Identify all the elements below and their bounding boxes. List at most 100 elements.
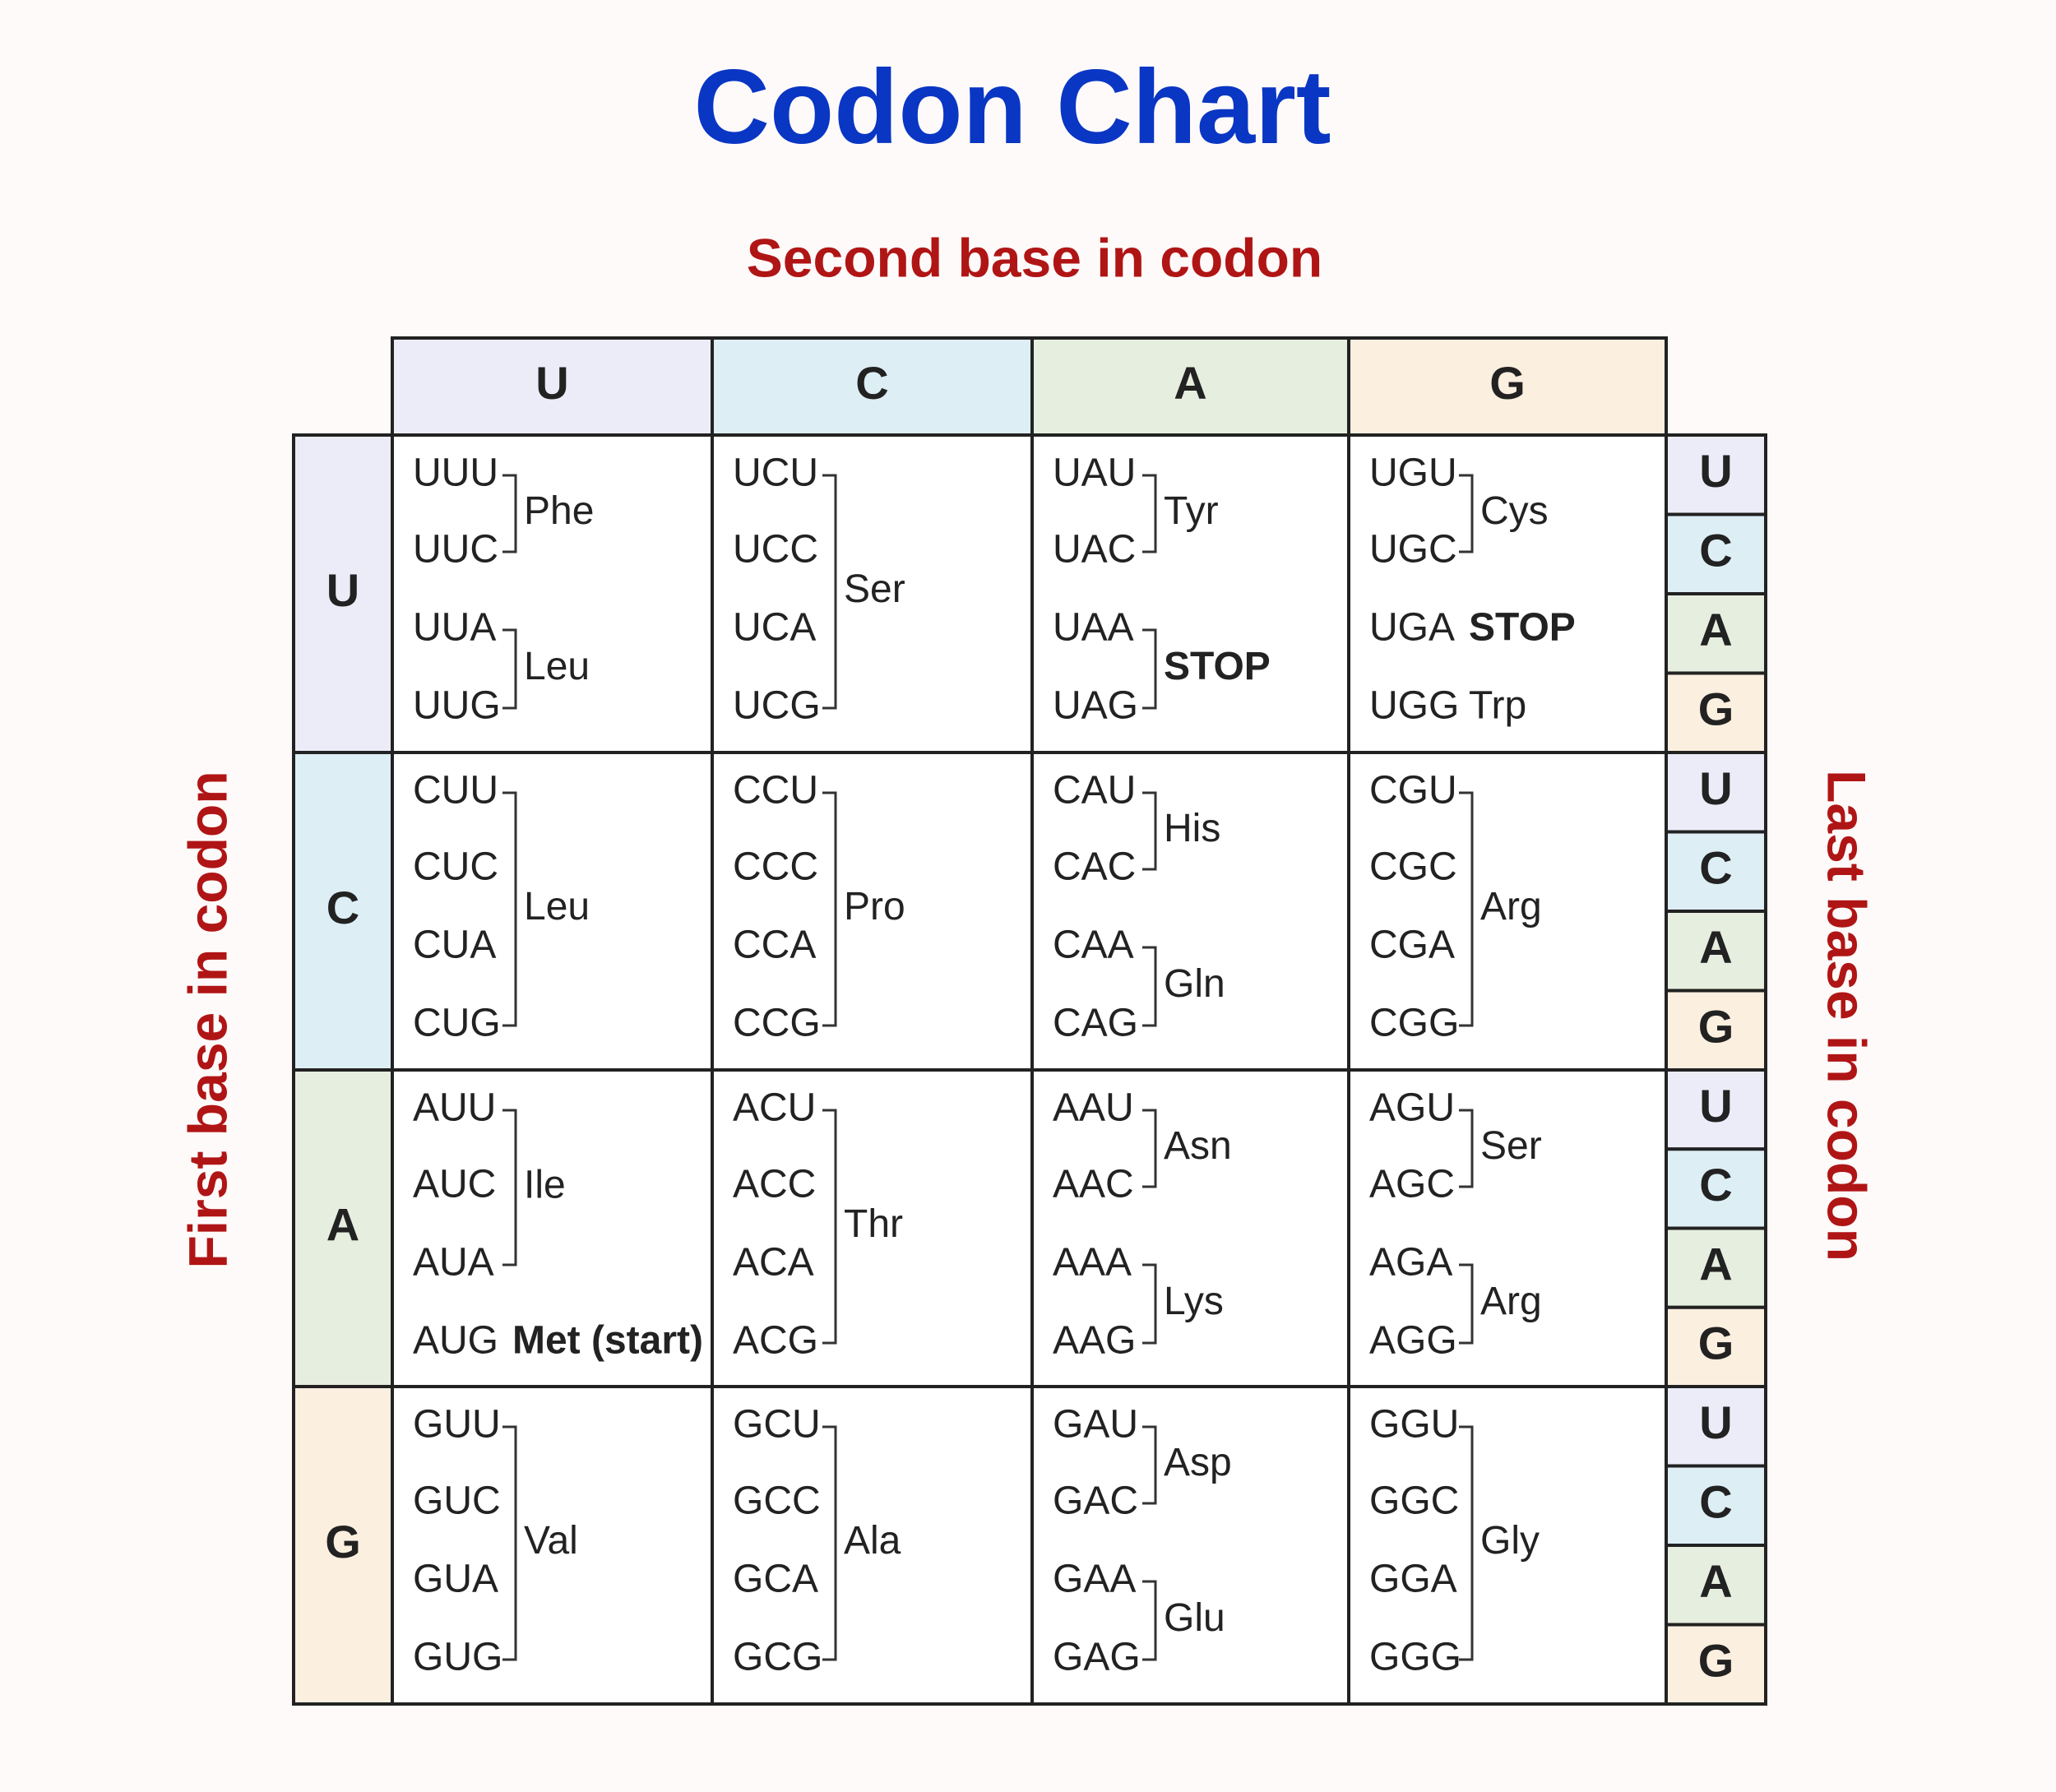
codon: GCU [733, 1403, 821, 1447]
second-base-label: Second base in codon [747, 227, 1322, 288]
amino-acid: Cys [1480, 489, 1549, 533]
bracket [502, 1425, 517, 1661]
column-header: C [855, 357, 888, 409]
codon: CUG [413, 1002, 501, 1045]
codon: UCU [733, 451, 818, 495]
codon: CCG [733, 1002, 821, 1045]
codon-cell [391, 1385, 714, 1706]
third-base: U [1699, 1080, 1732, 1132]
codon-cell [1030, 751, 1350, 1072]
column-header: A [1174, 357, 1206, 409]
amino-acid: Ser [844, 567, 905, 611]
third-base-cell [1665, 1068, 1767, 1151]
codon: AAU [1053, 1086, 1134, 1130]
bracket [1459, 1263, 1474, 1345]
codon: GUG [413, 1636, 502, 1679]
codon: GUC [413, 1479, 501, 1523]
codon: AAG [1053, 1319, 1136, 1363]
codon: AUU [413, 1086, 496, 1130]
amino-acid: Lys [1164, 1280, 1224, 1323]
bracket [1459, 791, 1474, 1027]
third-base: C [1699, 1476, 1732, 1528]
codon: AAA [1053, 1241, 1132, 1285]
codon: AAC [1053, 1163, 1134, 1206]
codon: CAA [1053, 924, 1134, 967]
codon: GUA [413, 1558, 498, 1601]
codon: ACC [733, 1163, 816, 1206]
bracket [1142, 791, 1157, 871]
codon: UUC [413, 528, 498, 572]
codon: CUC [413, 845, 498, 889]
third-base: C [1699, 525, 1732, 576]
codon: GGA [1369, 1558, 1457, 1601]
title: Codon Chart [694, 49, 1331, 166]
codon-cell [711, 433, 1034, 754]
codon: UCA [733, 606, 816, 650]
third-base: U [1699, 762, 1732, 814]
codon-cell [711, 751, 1034, 1072]
amino-acid: Pro [844, 885, 905, 928]
column-header-cell [391, 336, 714, 437]
codon: UAU [1053, 451, 1136, 495]
codon-cell [1347, 1385, 1668, 1706]
codon: CGA [1369, 924, 1455, 967]
bracket [822, 1109, 837, 1345]
third-base: A [1699, 1555, 1732, 1607]
codon: UGG [1369, 684, 1459, 728]
codon: GCG [733, 1636, 822, 1679]
third-base-cell [1665, 1464, 1767, 1547]
amino-acid: Leu [524, 645, 590, 688]
amino-acid: Asp [1164, 1441, 1232, 1484]
codon: CGG [1369, 1002, 1459, 1045]
column-header-cell [711, 336, 1034, 437]
amino-acid: Ile [524, 1164, 566, 1207]
codon: UGA [1369, 606, 1455, 650]
amino-acid: Gly [1480, 1519, 1540, 1563]
codon: GAU [1053, 1403, 1138, 1447]
third-base: G [1698, 1317, 1734, 1369]
bracket [822, 791, 837, 1027]
codon: AUA [413, 1241, 494, 1285]
third-base: G [1698, 1635, 1734, 1687]
amino-acid: Ala [844, 1519, 901, 1563]
codon: UGU [1369, 451, 1457, 495]
codon: AGA [1369, 1241, 1452, 1285]
codon: CGU [1369, 769, 1457, 813]
amino-acid: Leu [524, 885, 590, 928]
codon-cell [391, 1068, 714, 1388]
codon: UAC [1053, 528, 1136, 572]
third-base-cell [1665, 1623, 1767, 1706]
codon: CCC [733, 845, 818, 889]
amino-acid: Thr [844, 1202, 903, 1246]
codon: AGU [1369, 1086, 1455, 1130]
codon: CAC [1053, 845, 1136, 889]
codon: UAA [1053, 606, 1134, 650]
amino-acid: Met (start) [512, 1319, 703, 1363]
codon: CCU [733, 769, 818, 813]
codon: GCC [733, 1479, 821, 1523]
codon: AGC [1369, 1163, 1455, 1206]
amino-acid: Trp [1469, 684, 1526, 728]
third-base-cell [1665, 1544, 1767, 1627]
third-base: A [1699, 1238, 1732, 1290]
codon: UUG [413, 684, 501, 728]
amino-acid: Ser [1480, 1124, 1542, 1168]
bracket [1459, 474, 1474, 553]
codon: AGG [1369, 1319, 1457, 1363]
codon: GAA [1053, 1558, 1136, 1601]
last-base-label: Last base in codon [1817, 770, 1878, 1262]
codon: GAC [1053, 1479, 1138, 1523]
column-header: U [535, 357, 568, 409]
amino-acid: Tyr [1164, 489, 1219, 533]
first-base-label: First base in codon [177, 771, 238, 1268]
column-header-cell [1030, 336, 1350, 437]
amino-acid: Phe [524, 489, 594, 533]
bracket [502, 1109, 517, 1266]
amino-acid: Arg [1480, 1280, 1542, 1323]
third-base: C [1699, 842, 1732, 894]
row-header: U [326, 564, 359, 616]
codon: UAG [1053, 684, 1138, 728]
codon: UCG [733, 684, 821, 728]
bracket [1459, 1425, 1474, 1661]
amino-acid: His [1164, 807, 1220, 850]
